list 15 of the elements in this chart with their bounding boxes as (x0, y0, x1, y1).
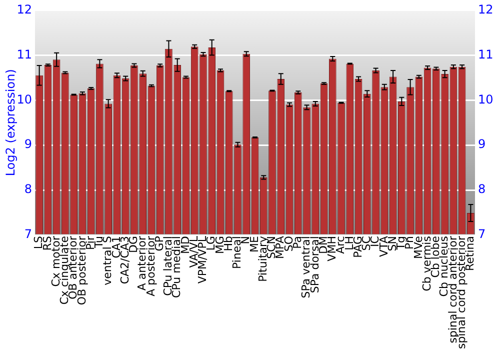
y-tick-label: 12 (16, 2, 32, 16)
y-axis-title: Log2 (expression) (3, 69, 18, 176)
y-tick-label: 10 (16, 92, 32, 106)
y2-tick-label: 11 (478, 47, 494, 62)
y-tick-label: 11 (16, 47, 32, 62)
x-tick-label: Retina (464, 236, 477, 272)
y2-tick-label: 8 (478, 182, 486, 196)
x-tick-label: ME (248, 236, 261, 252)
y2-tick-label: 9 (478, 137, 486, 152)
y2-tick-label: 12 (478, 2, 494, 16)
y2-tick-label: 7 (478, 227, 486, 242)
y-tick-label: 8 (24, 182, 32, 196)
y2-tick-label: 10 (478, 92, 494, 106)
y-tick-label: 7 (24, 227, 32, 242)
y-tick-label: 9 (24, 137, 32, 152)
